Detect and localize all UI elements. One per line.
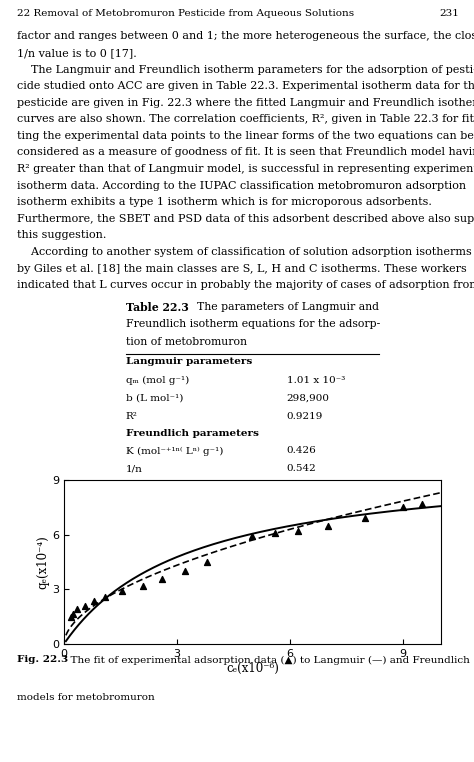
Text: Freundlich parameters: Freundlich parameters [126,429,258,438]
Text: isotherm exhibits a type 1 isotherm which is for microporous adsorbents.: isotherm exhibits a type 1 isotherm whic… [17,197,431,207]
Text: indicated that L curves occur in probably the majority of cases of adsorption fr: indicated that L curves occur in probabl… [17,280,474,290]
Point [118,585,126,597]
Text: isotherm data. According to the IUPAC classification metobromuron adsorption: isotherm data. According to the IUPAC cl… [17,181,466,190]
Text: 22 Removal of Metobromuron Pesticide from Aqueous Solutions: 22 Removal of Metobromuron Pesticide fro… [17,9,354,18]
Text: Furthermore, the SBET and PSD data of this adsorbent described above also suppor: Furthermore, the SBET and PSD data of th… [17,214,474,224]
Point [158,573,166,585]
Text: K (mol⁻⁺¹ⁿ⁽ Lⁿ⁾ g⁻¹): K (mol⁻⁺¹ⁿ⁽ Lⁿ⁾ g⁻¹) [126,447,223,456]
Point [91,595,98,607]
Point [81,600,89,612]
Point [294,525,301,537]
Text: tion of metobromuron: tion of metobromuron [126,337,246,347]
Text: ting the experimental data points to the linear forms of the two equations can b: ting the experimental data points to the… [17,131,474,141]
Text: models for metobromuron: models for metobromuron [17,693,155,702]
Text: Langmuir parameters: Langmuir parameters [126,357,252,366]
Text: The parameters of Langmuir and: The parameters of Langmuir and [190,303,379,312]
Text: factor and ranges between 0 and 1; the more heterogeneous the surface, the close: factor and ranges between 0 and 1; the m… [17,31,474,41]
Text: Table 22.3: Table 22.3 [126,303,189,313]
Text: curves are also shown. The correlation coefficients, R², given in Table 22.3 for: curves are also shown. The correlation c… [17,114,474,124]
Text: Freundlich isotherm equations for the adsorp-: Freundlich isotherm equations for the ad… [126,319,380,329]
Text: 231: 231 [439,9,459,18]
Text: R²: R² [126,412,137,421]
Text: 0.9219: 0.9219 [287,412,323,421]
Text: R²: R² [126,482,137,491]
Text: Fig. 22.3: Fig. 22.3 [17,655,68,664]
Text: this suggestion.: this suggestion. [17,230,106,240]
Point [73,604,81,616]
Point [67,610,74,623]
Text: 0.542: 0.542 [287,465,317,473]
Point [271,527,279,539]
Text: 1/n value is to 0 [17].: 1/n value is to 0 [17]. [17,48,137,58]
Point [248,530,256,543]
Text: by Giles et al. [18] the main classes are S, L, H and C isotherms. These workers: by Giles et al. [18] the main classes ar… [17,264,466,274]
Text: 0.9901: 0.9901 [287,482,323,491]
Text: 1/n: 1/n [126,465,143,473]
Text: The Langmuir and Freundlich isotherm parameters for the adsorption of pesti-: The Langmuir and Freundlich isotherm par… [17,65,474,75]
Point [418,498,426,510]
X-axis label: cₑ(x10⁻⁶): cₑ(x10⁻⁶) [226,661,279,674]
Text: b (L mol⁻¹): b (L mol⁻¹) [126,394,183,403]
Text: considered as a measure of goodness of fit. It is seen that Freundlich model hav: considered as a measure of goodness of f… [17,148,474,158]
Point [324,520,332,532]
Text: 298,900: 298,900 [287,394,330,403]
Y-axis label: qₑ(x10⁻⁴): qₑ(x10⁻⁴) [36,535,49,589]
Text: pesticide are given in Fig. 22.3 where the fitted Langmuir and Freundlich isothe: pesticide are given in Fig. 22.3 where t… [17,98,474,107]
Text: 1.01 x 10⁻³: 1.01 x 10⁻³ [287,376,345,385]
Point [101,591,109,603]
Point [203,556,211,568]
Text: cide studied onto ACC are given in Table 22.3. Experimental isotherm data for th: cide studied onto ACC are given in Table… [17,82,474,91]
Text: R² greater than that of Langmuir model, is successful in representing experiment: R² greater than that of Langmuir model, … [17,164,474,174]
Text: 0.426: 0.426 [287,447,317,456]
Point [139,580,147,592]
Text: qₘ (mol g⁻¹): qₘ (mol g⁻¹) [126,376,189,385]
Point [70,608,77,620]
Point [181,565,188,577]
Point [399,501,407,514]
Point [362,512,369,524]
Text: The fit of experimental adsorption data (▲) to Langmuir (—) and Freundlich (---): The fit of experimental adsorption data … [64,655,474,664]
Text: According to another system of classification of solution adsorption isotherms: According to another system of classific… [17,247,471,257]
